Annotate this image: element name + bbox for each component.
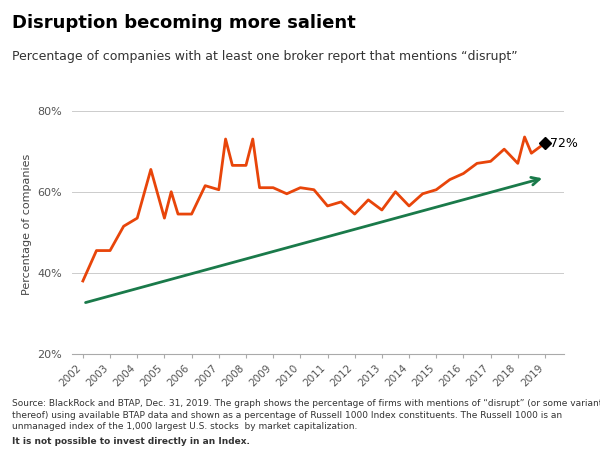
Text: 72%: 72%	[550, 136, 578, 150]
Text: It is not possible to invest directly in an Index.: It is not possible to invest directly in…	[12, 437, 250, 446]
Y-axis label: Percentage of companies: Percentage of companies	[22, 153, 32, 295]
Text: Source: BlackRock and BTAP, Dec. 31, 2019. The graph shows the percentage of fir: Source: BlackRock and BTAP, Dec. 31, 201…	[12, 399, 600, 431]
Text: Percentage of companies with at least one broker report that mentions “disrupt”: Percentage of companies with at least on…	[12, 50, 518, 63]
Text: Disruption becoming more salient: Disruption becoming more salient	[12, 14, 356, 32]
